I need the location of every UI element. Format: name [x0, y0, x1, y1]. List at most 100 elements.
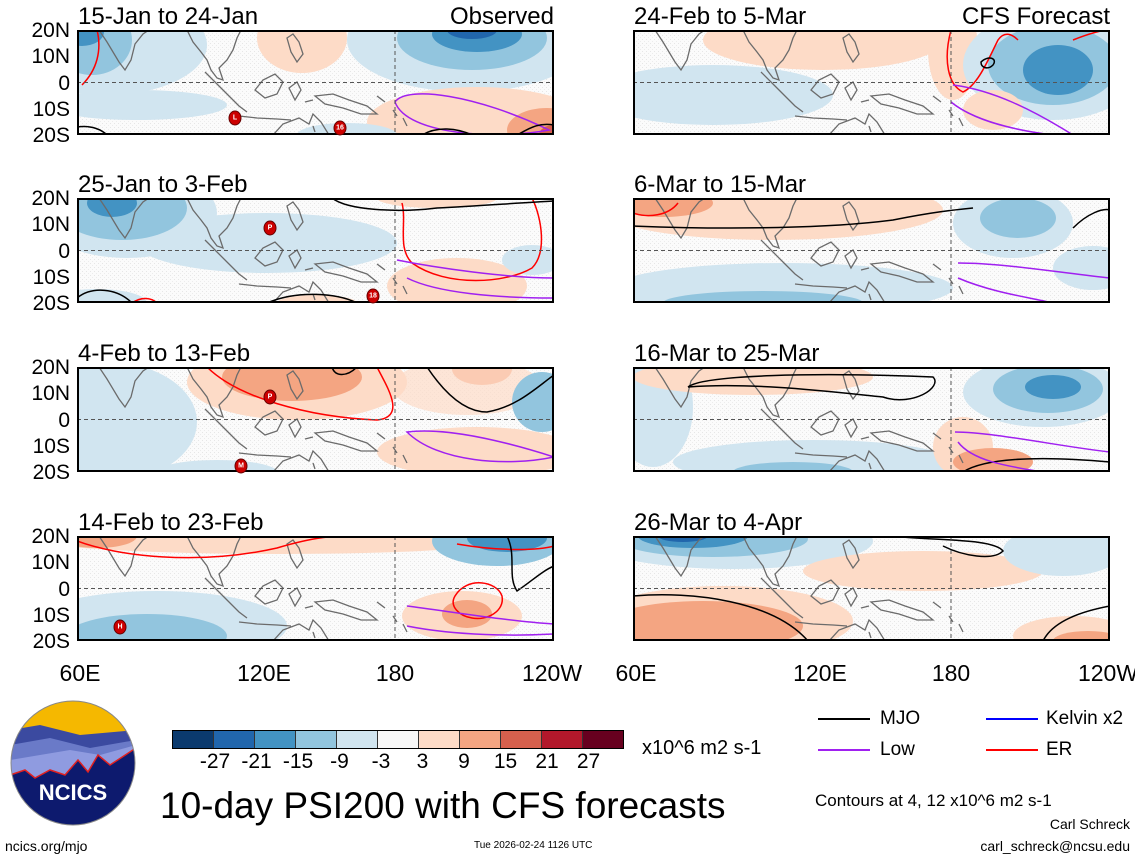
lat-label: 10N: [31, 382, 70, 406]
map-panel-25jan-3feb: P 18: [77, 198, 554, 304]
colorbar-swatch: [378, 731, 419, 748]
map-panel-15jan-24jan: L 16: [77, 30, 554, 136]
panel-title: 26-Mar to 4-Apr: [634, 509, 803, 536]
author-name: Carl Schreck: [1049, 816, 1130, 832]
er-contour: [633, 202, 679, 217]
lat-label: 20N: [31, 19, 70, 42]
panel-label-observed: Observed: [449, 3, 554, 30]
colorbar-swatch: [255, 731, 296, 748]
er-contour: [401, 198, 543, 282]
map-panel-6mar-15mar: [633, 198, 1110, 303]
colorbar-tick-label: -27: [199, 750, 231, 773]
lat-label: 10N: [31, 551, 70, 575]
tropical-cyclone-icon: M: [234, 458, 248, 474]
mjo-contour: [633, 536, 1110, 641]
lat-label: 10S: [32, 434, 70, 458]
colorbar-swatch: [501, 731, 542, 748]
lat-label: 10S: [32, 603, 70, 627]
legend-label-kelvin: Kelvin x2: [1046, 708, 1124, 729]
colorbar-tick-label: 27: [576, 750, 601, 773]
low-contour: [406, 605, 554, 636]
low-contour: [394, 93, 552, 135]
lon-label: 180: [375, 660, 415, 686]
lon-label: 120E: [237, 660, 291, 686]
timestamp: Tue 2026-02-24 1126 UTC: [474, 840, 593, 851]
colorbar-tick-label: 15: [493, 750, 518, 773]
lat-label: 20N: [31, 187, 70, 210]
lat-label: 20S: [32, 292, 70, 315]
map-panel-16mar-25mar: [633, 367, 1110, 472]
mjo-contour: [980, 57, 995, 69]
anomaly-shading: [77, 30, 554, 135]
panel-title: 6-Mar to 15-Mar: [634, 171, 807, 198]
mjo-contour: [687, 373, 1110, 472]
er-contour: [81, 30, 100, 86]
lat-label: 20S: [32, 124, 70, 147]
colorbar-swatch: [419, 731, 460, 748]
er-contour: [206, 367, 394, 421]
lat-label: 10N: [31, 45, 70, 69]
lat-label: 10S: [32, 97, 70, 121]
lon-label: 120E: [793, 660, 847, 686]
panel-title: 4-Feb to 13-Feb: [78, 340, 251, 367]
colorbar-swatch: [460, 731, 501, 748]
mjo-contour: [331, 367, 554, 413]
lon-label: 180: [931, 660, 971, 686]
colorbar: [172, 730, 624, 749]
tropical-cyclone-icon: H: [113, 619, 127, 635]
tropical-cyclone-icon: 16: [333, 120, 347, 136]
panel-title: 16-Mar to 25-Mar: [634, 340, 820, 367]
contour-note: Contours at 4, 12 x10^6 m2 s-1: [815, 791, 1052, 810]
lat-label: 0: [58, 577, 70, 601]
colorbar-swatch: [542, 731, 583, 748]
colorbar-swatch: [583, 731, 623, 748]
panel-title: 14-Feb to 23-Feb: [78, 509, 264, 536]
lat-label: 20S: [32, 630, 70, 653]
panel-label-forecast: CFS Forecast: [961, 3, 1110, 30]
low-contour: [405, 430, 554, 463]
anomaly-shading: [633, 30, 1110, 130]
map-panel-26mar-4apr: [633, 536, 1110, 641]
tropical-cyclone-icon: L: [228, 110, 242, 126]
colorbar-swatch: [337, 731, 378, 748]
lat-label: 20S: [32, 461, 70, 484]
colorbar-tick-label: 9: [458, 750, 470, 773]
tropical-cyclone-icon: P: [263, 389, 277, 405]
author-email[interactable]: carl_schreck@ncsu.edu: [980, 838, 1130, 854]
colorbar-tick-label: -3: [371, 750, 391, 773]
mjo-contour: [77, 198, 554, 303]
lon-label: 120W: [521, 660, 583, 686]
map-panel-24feb-5mar: [633, 30, 1110, 135]
colorbar-tick-label: -21: [241, 750, 272, 773]
logo-text: NCICS: [39, 780, 107, 805]
legend-label-er: ER: [1046, 739, 1073, 760]
colorbar-tick-label: -9: [330, 750, 349, 773]
legend-line-mjo: [818, 718, 870, 720]
legend-label-mjo: MJO: [880, 708, 921, 729]
lat-label: 0: [58, 71, 70, 95]
lat-label: 20N: [31, 525, 70, 548]
anomaly-shading: [77, 367, 554, 472]
lon-label: 60E: [59, 660, 101, 686]
map-panel-4feb-13feb: P M: [77, 367, 554, 474]
legend-line-kelvin: [986, 718, 1038, 720]
anomaly-shading: [77, 198, 554, 303]
legend-label-low: Low: [880, 739, 915, 760]
map-panel-14feb-23feb: H: [77, 536, 554, 641]
colorbar-swatch: [214, 731, 255, 748]
lon-label: 120W: [1077, 660, 1135, 686]
colorbar-tick-label: 21: [535, 750, 559, 773]
panel-title: 24-Feb to 5-Mar: [634, 3, 807, 30]
site-url[interactable]: ncics.org/mjo: [5, 838, 88, 854]
lat-label: 20N: [31, 356, 70, 379]
colorbar-swatch: [173, 731, 214, 748]
anomaly-shading: [77, 536, 554, 641]
low-contour: [396, 259, 554, 299]
er-contour: [452, 582, 503, 620]
ncics-logo: NCICS: [10, 700, 136, 826]
colorbar-swatch: [296, 731, 337, 748]
lat-label: 0: [58, 239, 70, 263]
legend-line-low: [818, 749, 870, 751]
figure-title: 10-day PSI200 with CFS forecasts: [160, 785, 726, 826]
colorbar-units: x10^6 m2 s-1: [642, 737, 762, 759]
